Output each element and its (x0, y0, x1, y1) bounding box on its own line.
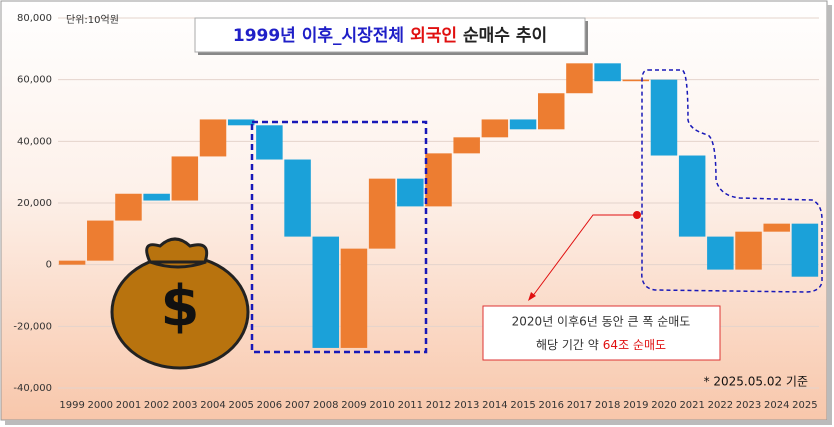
bar (425, 153, 452, 207)
x-tick-label: 2004 (200, 400, 225, 411)
x-tick-label: 2022 (708, 400, 733, 411)
title-box (194, 17, 586, 53)
bar (115, 193, 142, 221)
bar (566, 63, 593, 94)
y-tick-label: 20,000 (17, 198, 52, 209)
x-tick-label: 2012 (426, 400, 451, 411)
highlight-box (250, 120, 428, 354)
bar (143, 193, 170, 201)
bar (58, 260, 86, 265)
bar (284, 159, 311, 237)
chart-title: 1999년 이후_시장전체 외국인 순매수 추이 (233, 25, 547, 46)
bar (397, 178, 424, 207)
money-bag: $ (110, 237, 250, 370)
title-part: 외국인 (410, 26, 457, 46)
x-tick-label: 2000 (88, 400, 113, 411)
y-tick-label: -40,000 (13, 383, 52, 394)
x-tick-label: 2007 (285, 400, 310, 411)
bar (256, 125, 283, 160)
bar (199, 119, 227, 157)
x-tick-label: 2018 (595, 400, 620, 411)
x-tick-label: 2002 (144, 400, 169, 411)
bar (650, 79, 678, 156)
bar (678, 155, 706, 237)
y-tick-label: -20,000 (13, 321, 52, 332)
title-part: 1999년 이후_시장전체 (233, 25, 404, 46)
x-tick-label: 2001 (116, 400, 141, 411)
x-tick-label: 2017 (567, 400, 592, 411)
shadow (5, 420, 832, 425)
x-tick-label: 2009 (341, 400, 366, 411)
annotation-text: 해당 기간 약 64조 순매도 (536, 337, 666, 352)
x-tick-label: 2003 (172, 400, 197, 411)
bar (735, 231, 762, 270)
bar (537, 93, 565, 130)
x-tick-label: 2015 (510, 400, 535, 411)
highlight-region (641, 69, 823, 293)
bar (171, 156, 199, 201)
arrow-head (528, 292, 536, 301)
x-tick-label: 2019 (623, 400, 648, 411)
bar (622, 79, 650, 82)
x-tick-label: 2006 (257, 400, 282, 411)
annotation-box (482, 305, 721, 361)
x-tick-label: 1999 (59, 400, 84, 411)
shadow (827, 5, 832, 424)
svg-text:$: $ (161, 274, 200, 339)
x-tick-label: 2013 (454, 400, 479, 411)
bar (87, 220, 114, 261)
bar (481, 119, 509, 138)
bar (453, 137, 480, 154)
footnote: * 2025.05.02 기준 (704, 375, 808, 389)
x-tick-label: 2011 (398, 400, 423, 411)
bar (312, 236, 340, 348)
bar (707, 236, 734, 270)
bar (509, 119, 537, 130)
y-tick-label: 0 (46, 260, 52, 271)
bar (763, 223, 790, 232)
x-tick-label: 2025 (792, 400, 817, 411)
x-tick-label: 2008 (313, 400, 338, 411)
annotation-text: 해당 기간 약 (536, 337, 599, 352)
annotation-highlight: 64조 순매도 (603, 338, 666, 352)
bar (340, 248, 368, 348)
x-tick-label: 2023 (736, 400, 761, 411)
y-tick-label: 80,000 (17, 13, 52, 24)
bar (227, 119, 255, 126)
y-tick-label: 60,000 (17, 75, 52, 86)
x-tick-label: 2021 (679, 400, 704, 411)
pointer-line (531, 214, 637, 298)
x-tick-label: 2014 (482, 400, 507, 411)
x-tick-label: 2024 (764, 400, 789, 411)
unit-label: 단위:10억원 (66, 13, 119, 26)
bar (368, 178, 396, 249)
y-tick-label: 40,000 (17, 136, 52, 147)
bar (791, 223, 819, 277)
x-tick-label: 2020 (651, 400, 676, 411)
x-tick-label: 2005 (228, 400, 253, 411)
bar (594, 63, 621, 82)
title-part: 순매수 추이 (463, 26, 547, 46)
x-tick-label: 2016 (539, 400, 564, 411)
x-tick-label: 2010 (369, 400, 394, 411)
annotation-text: 2020년 이후6년 동안 큰 폭 순매도 (512, 315, 691, 329)
